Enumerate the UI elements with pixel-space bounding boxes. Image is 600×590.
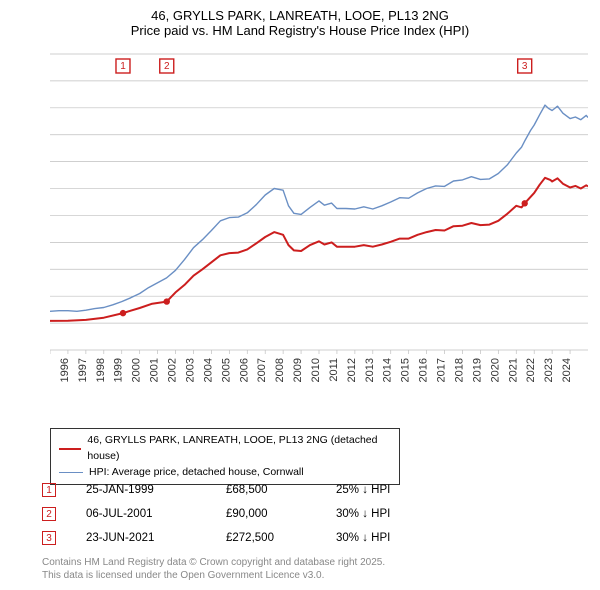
x-axis-label: 2004 xyxy=(202,358,214,382)
legend-label: 46, GRYLLS PARK, LANREATH, LOOE, PL13 2N… xyxy=(87,433,391,465)
x-axis-label: 2021 xyxy=(507,358,519,382)
title-line2: Price paid vs. HM Land Registry's House … xyxy=(0,23,600,38)
x-axis-label: 2020 xyxy=(489,358,501,382)
sales-row: 3 23-JUN-2021£272,50030% ↓ HPI xyxy=(42,526,456,550)
sale-price: £272,500 xyxy=(226,532,336,544)
legend-swatch xyxy=(59,472,83,473)
x-axis-label: 2012 xyxy=(346,358,358,382)
x-axis-label: 2022 xyxy=(525,358,537,382)
x-axis-label: 2005 xyxy=(220,358,232,382)
sale-diff: 30% ↓ HPI xyxy=(336,532,456,544)
x-axis-label: 2014 xyxy=(382,358,394,382)
x-axis-label: 2009 xyxy=(292,358,304,382)
x-axis-label: 2003 xyxy=(184,358,196,382)
attribution: Contains HM Land Registry data © Crown c… xyxy=(42,556,385,582)
sale-date: 25-JAN-1999 xyxy=(86,484,226,496)
sale-date: 06-JUL-2001 xyxy=(86,508,226,520)
x-axis-label: 2008 xyxy=(274,358,286,382)
x-axis-label: 2024 xyxy=(561,358,573,382)
legend-item: 46, GRYLLS PARK, LANREATH, LOOE, PL13 2N… xyxy=(59,433,391,465)
sale-marker-3: 3 xyxy=(42,531,56,545)
attribution-line2: This data is licensed under the Open Gov… xyxy=(42,569,385,582)
x-axis-label: 1996 xyxy=(59,358,71,382)
x-axis-label: 2013 xyxy=(364,358,376,382)
sales-row: 2 06-JUL-2001£90,00030% ↓ HPI xyxy=(42,502,456,526)
title-line1: 46, GRYLLS PARK, LANREATH, LOOE, PL13 2N… xyxy=(0,8,600,23)
sale-marker-2: 2 xyxy=(42,507,56,521)
x-axis-label: 2011 xyxy=(328,358,340,382)
attribution-line1: Contains HM Land Registry data © Crown c… xyxy=(42,556,385,569)
chart-area: £0£50K£100K£150K£200K£250K£300K£350K£400… xyxy=(50,48,588,388)
x-axis-label: 2006 xyxy=(238,358,250,382)
sale-marker-1: 1 xyxy=(42,483,56,497)
sale-dot-3 xyxy=(521,200,527,206)
legend-swatch xyxy=(59,448,81,450)
chart-svg: £0£50K£100K£150K£200K£250K£300K£350K£400… xyxy=(50,48,588,388)
sale-diff: 30% ↓ HPI xyxy=(336,508,456,520)
sale-dot-1 xyxy=(120,310,126,316)
sale-date: 23-JUN-2021 xyxy=(86,532,226,544)
sale-marker-num-3: 3 xyxy=(522,61,528,72)
sale-marker-num-1: 1 xyxy=(120,61,126,72)
x-axis-label: 1997 xyxy=(77,358,89,382)
sale-dot-2 xyxy=(164,298,170,304)
series-price_paid xyxy=(50,178,588,321)
x-axis-label: 2010 xyxy=(310,358,322,382)
x-axis-label: 1999 xyxy=(113,358,125,382)
x-axis-label: 1998 xyxy=(95,358,107,382)
x-axis-label: 2000 xyxy=(131,358,143,382)
x-axis-label: 2016 xyxy=(418,358,430,382)
x-axis-label: 2017 xyxy=(436,358,448,382)
sale-marker-num-2: 2 xyxy=(164,61,170,72)
series-hpi xyxy=(50,105,588,311)
legend-box: 46, GRYLLS PARK, LANREATH, LOOE, PL13 2N… xyxy=(50,428,400,485)
sale-diff: 25% ↓ HPI xyxy=(336,484,456,496)
sales-row: 1 25-JAN-1999£68,50025% ↓ HPI xyxy=(42,478,456,502)
x-axis-label: 2001 xyxy=(149,358,161,382)
title-block: 46, GRYLLS PARK, LANREATH, LOOE, PL13 2N… xyxy=(0,0,600,42)
x-axis-label: 2018 xyxy=(453,358,465,382)
chart-container: 46, GRYLLS PARK, LANREATH, LOOE, PL13 2N… xyxy=(0,0,600,590)
x-axis-label: 2007 xyxy=(256,358,268,382)
sale-price: £90,000 xyxy=(226,508,336,520)
sale-price: £68,500 xyxy=(226,484,336,496)
x-axis-label: 2023 xyxy=(543,358,555,382)
x-axis-label: 1995 xyxy=(50,358,53,382)
sales-table: 1 25-JAN-1999£68,50025% ↓ HPI 2 06-JUL-2001… xyxy=(42,478,456,550)
x-axis-label: 2019 xyxy=(471,358,483,382)
x-axis-label: 2002 xyxy=(167,358,179,382)
x-axis-label: 2015 xyxy=(400,358,412,382)
